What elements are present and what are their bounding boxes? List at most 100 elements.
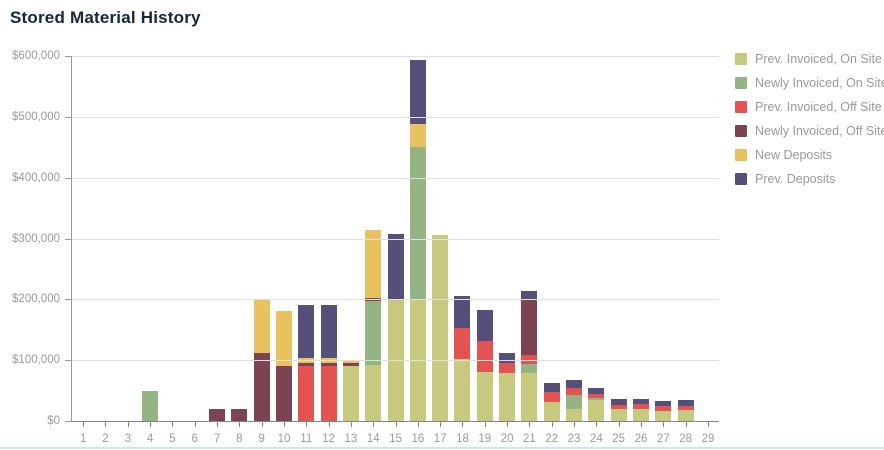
bar-segment[interactable] [365, 297, 382, 301]
bar-segment[interactable] [521, 354, 538, 365]
bar-segment[interactable] [588, 400, 605, 421]
bar-segment[interactable] [476, 372, 493, 421]
legend-item[interactable]: New Deposits [735, 148, 884, 162]
bar-segment[interactable] [521, 372, 538, 421]
bar-stack [476, 309, 493, 421]
y-axis-label: $500,000 [12, 110, 60, 123]
bar-segment[interactable] [632, 403, 649, 409]
bar-segment[interactable] [365, 230, 382, 298]
gridline [72, 360, 719, 362]
chart-title: Stored Material History [10, 8, 201, 27]
x-axis-label: 4 [146, 433, 154, 445]
bar-segment[interactable] [521, 299, 538, 355]
bar-segment[interactable] [566, 395, 583, 409]
bar-segment[interactable] [298, 365, 315, 421]
bar-segment[interactable] [566, 408, 583, 421]
bar-segment[interactable] [543, 382, 560, 393]
x-axis-tick [261, 422, 263, 427]
bar-segment[interactable] [275, 365, 292, 421]
bar-segment[interactable] [588, 393, 605, 398]
bar-segment[interactable] [342, 363, 359, 366]
bar-segment[interactable] [543, 392, 560, 403]
legend-item[interactable]: Prev. Invoiced, Off Site [735, 100, 884, 114]
bar-segment[interactable] [209, 408, 226, 421]
bar-segment[interactable] [454, 295, 471, 328]
bar-segment[interactable] [231, 409, 248, 421]
bar-segment[interactable] [320, 365, 337, 421]
bar-segment[interactable] [320, 304, 337, 359]
bar-segment[interactable] [543, 402, 560, 421]
bar-segment[interactable] [298, 362, 315, 366]
bar-segment[interactable] [432, 235, 449, 421]
category-slot: 8 [228, 56, 250, 445]
bar-segment[interactable] [655, 410, 672, 421]
bar-segment[interactable] [588, 387, 605, 394]
bar-segment[interactable] [454, 327, 471, 359]
legend-item[interactable]: Prev. Invoiced, On Site [735, 52, 884, 66]
category-slot: 21 [518, 56, 540, 445]
bar-segment[interactable] [298, 304, 315, 359]
x-axis-label: 10 [277, 433, 291, 445]
category-slot: 3 [117, 56, 139, 445]
bar-segment[interactable] [253, 353, 270, 421]
bar-segment[interactable] [365, 365, 382, 421]
y-axis-tick [65, 299, 71, 301]
x-axis-tick [328, 422, 330, 427]
bar-stack [566, 379, 583, 421]
x-axis-label: 23 [567, 433, 581, 445]
bar-segment[interactable] [588, 397, 605, 401]
y-axis-tick [65, 116, 71, 118]
y-axis-tick [65, 177, 71, 179]
bar-segment[interactable] [521, 364, 538, 373]
legend-item[interactable]: Newly Invoiced, Off Site [735, 124, 884, 138]
y-axis-label: $600,000 [12, 50, 60, 62]
bar-segment[interactable] [632, 408, 649, 421]
bar-segment[interactable] [253, 298, 270, 354]
bar-segment[interactable] [499, 362, 516, 373]
y-axis-label: $200,000 [12, 293, 60, 306]
category-slot: 7 [206, 56, 228, 445]
bar-segment[interactable] [409, 147, 426, 300]
bar-segment[interactable] [142, 390, 159, 421]
x-axis-label: 17 [433, 433, 447, 445]
bar-segment[interactable] [476, 309, 493, 342]
legend-item[interactable]: Newly Invoiced, On Site [735, 76, 884, 90]
bar-segment[interactable] [320, 362, 337, 366]
bar-segment[interactable] [677, 400, 694, 406]
category-slot: 17 [429, 56, 451, 445]
x-axis-label: 28 [679, 433, 692, 445]
category-slot: 13 [340, 56, 362, 445]
bar-segment[interactable] [566, 379, 583, 388]
bar-segment[interactable] [499, 352, 516, 363]
x-axis-tick [350, 422, 352, 427]
legend-item[interactable]: Prev. Deposits [735, 172, 884, 186]
bar-segment[interactable] [409, 59, 426, 125]
bar-segment[interactable] [387, 234, 404, 300]
bar-segment[interactable] [632, 398, 649, 404]
x-axis-tick [685, 422, 687, 427]
bar-segment[interactable] [521, 290, 538, 300]
bar-segment[interactable] [677, 410, 694, 421]
bar-segment[interactable] [566, 387, 583, 396]
bar-segment[interactable] [275, 310, 292, 366]
bar-segment[interactable] [677, 405, 694, 411]
bar-segment[interactable] [365, 300, 382, 366]
bar-segment[interactable] [342, 359, 359, 364]
bar-segment[interactable] [499, 372, 516, 421]
x-axis-label: 2 [102, 433, 109, 445]
bar-segment[interactable] [655, 405, 672, 411]
bar-stack [543, 382, 560, 421]
legend-label: Newly Invoiced, Off Site [755, 124, 884, 138]
bar-segment[interactable] [610, 405, 627, 410]
category-slot: 26 [630, 56, 652, 445]
bar-segment[interactable] [342, 365, 359, 421]
bar-segment[interactable] [655, 400, 672, 406]
bar-segment[interactable] [454, 358, 471, 421]
bar-segment[interactable] [409, 124, 426, 148]
x-axis-label: 8 [236, 433, 243, 445]
gridline [72, 56, 719, 57]
x-axis-tick [640, 422, 642, 427]
bar-segment[interactable] [476, 341, 493, 373]
bar-segment[interactable] [610, 409, 627, 421]
bar-segment[interactable] [610, 399, 627, 406]
